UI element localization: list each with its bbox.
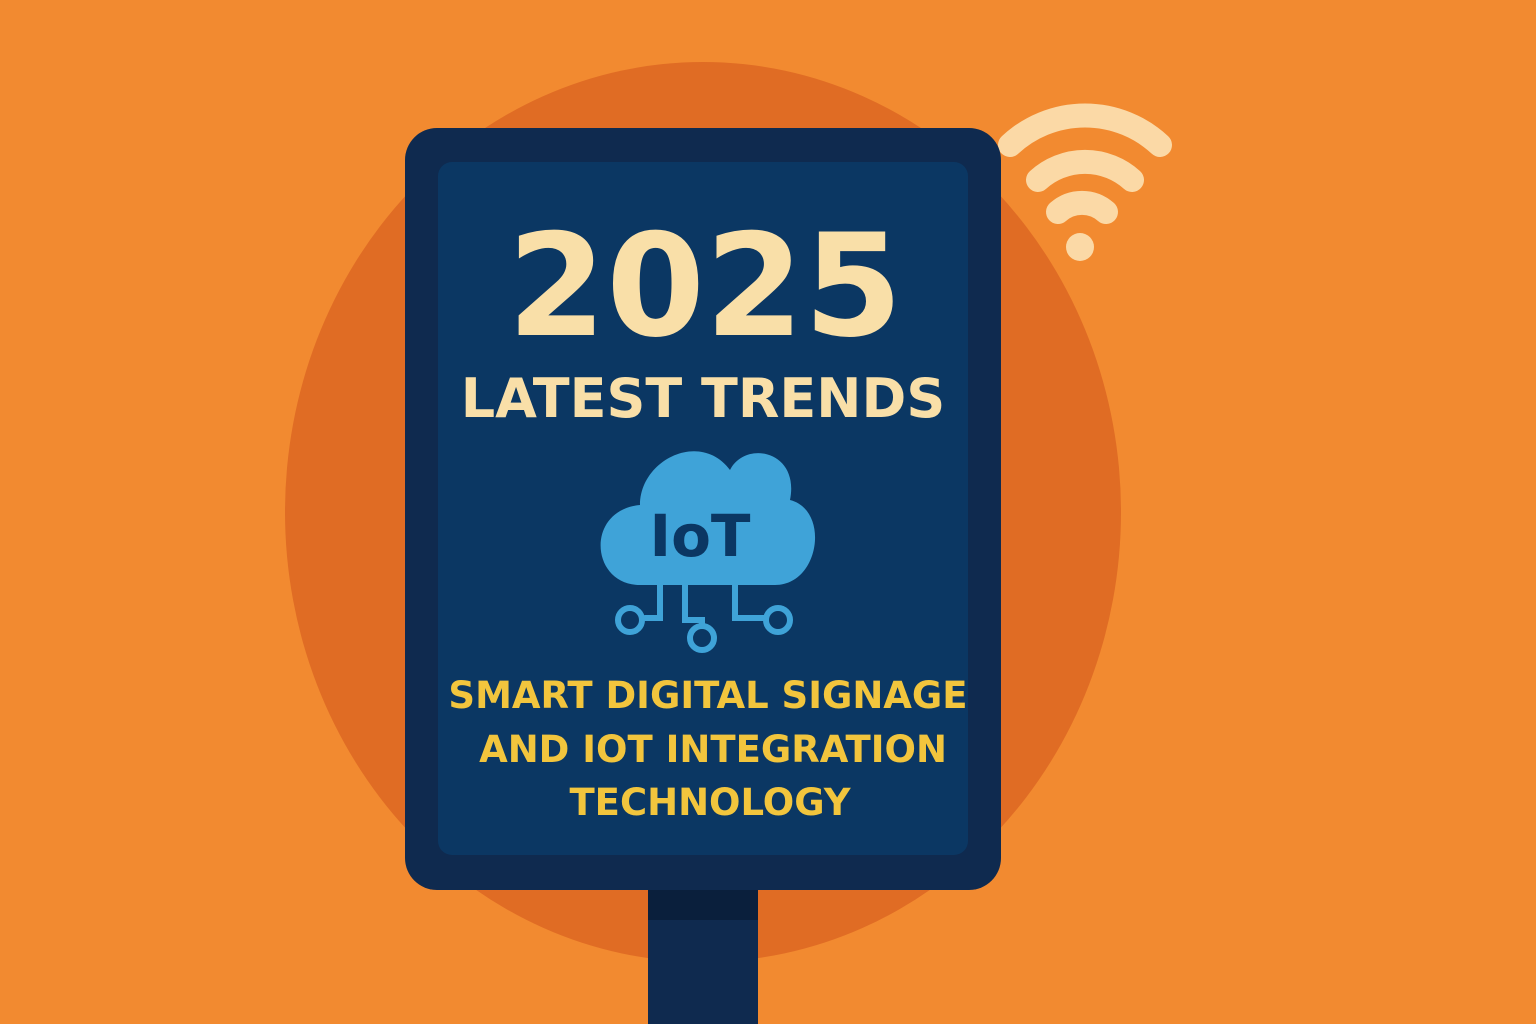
- subtitle-line: SMART DIGITAL SIGNAGE: [448, 674, 967, 717]
- headline: LATEST TRENDS: [461, 367, 945, 430]
- icon-label: IoT: [650, 502, 751, 570]
- year: 2025: [507, 204, 902, 369]
- subtitle-line: TECHNOLOGY: [569, 781, 851, 824]
- subtitle-line: AND IOT INTEGRATION: [479, 728, 947, 771]
- cloud-icon: IoT: [600, 451, 816, 653]
- wifi-icon: [998, 103, 1172, 261]
